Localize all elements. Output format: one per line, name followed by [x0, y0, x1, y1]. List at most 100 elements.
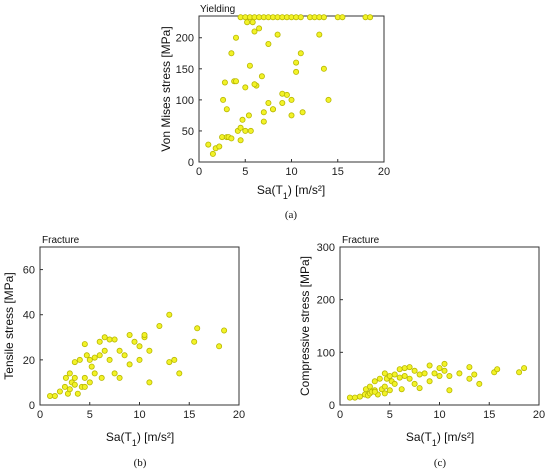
panel-c-data-point	[436, 372, 443, 379]
panel-b-data-point	[71, 359, 78, 366]
panel-c-data-point	[356, 393, 363, 400]
panel-c-data-point	[406, 375, 413, 382]
panel-c-title: Fracture	[342, 235, 380, 246]
panel-b-data-point	[166, 359, 173, 366]
panel-a-xtick-label: 10	[285, 166, 297, 178]
panel-c-ytick-label: 0	[329, 400, 335, 412]
panel-b-data-point	[61, 383, 68, 390]
panel-a-xtick-label: 0	[196, 166, 202, 178]
panel-a-data-point	[293, 59, 300, 66]
panel-a-ytick-label: 0	[188, 157, 194, 169]
panel-a-data-point	[232, 78, 239, 85]
panel-a-data-point	[265, 41, 272, 48]
panel-c-data-point	[351, 394, 358, 401]
panel-b-ytick-label: 60	[23, 265, 35, 277]
panel-c-data-point	[446, 387, 453, 394]
panel-c-data-point	[381, 370, 388, 377]
panel-b-xtick-label: 15	[183, 409, 195, 421]
panel-b-data-point	[126, 361, 133, 368]
panel-b-data-point	[106, 336, 113, 343]
panel-a-data-point	[242, 84, 249, 91]
panel-b-data-point	[221, 327, 228, 334]
panel-c-data-point	[476, 380, 483, 387]
panel-b-data-point	[88, 363, 95, 370]
panel-a-data-point	[249, 19, 256, 26]
panel-c-data-point	[411, 367, 418, 374]
panel-a-xtick-label: 5	[242, 166, 248, 178]
panel-a-data-point	[245, 112, 252, 119]
panel-a-ytick-label: 100	[176, 95, 194, 107]
panel-c-data-point	[381, 390, 388, 397]
panel-c-xtick-label: 15	[483, 409, 495, 421]
panel-c-ylabel: Compressive stress [MPa]	[298, 256, 312, 396]
panel-a-ytick-label: 200	[176, 33, 194, 45]
panel-a-data-point	[320, 65, 327, 72]
panel-a-plot-frame	[198, 15, 385, 163]
panel-a-data-point	[239, 116, 246, 123]
panel-b-data-point	[76, 356, 83, 363]
panel-a-data-point	[242, 127, 249, 134]
panel-b-data-point	[136, 343, 143, 350]
panel-b-data-point	[62, 374, 69, 381]
panel-b-data-point	[71, 374, 78, 381]
panel-c-data-point	[426, 378, 433, 385]
panel-c-data-point	[441, 367, 448, 374]
panel-a-data-point	[221, 79, 228, 86]
panel-a-data-point	[216, 143, 223, 150]
panel-a-data-point	[232, 34, 239, 41]
panel-a-data-point	[247, 127, 254, 134]
panel-b-xtick-label: 5	[87, 409, 93, 421]
panel-a-data-point	[283, 91, 290, 98]
panel-c-data-point	[421, 370, 428, 377]
panel-a-data-point	[265, 100, 272, 107]
panel-b-data-point	[146, 347, 153, 354]
panel-c-data-point	[391, 371, 398, 378]
panel-c-xlabel: Sa(T1) [m/s²]	[406, 430, 474, 448]
panel-b-data-point	[66, 386, 73, 393]
panel-b-xlabel: Sa(T1) [m/s²]	[106, 430, 174, 448]
panel-b-data-point	[96, 338, 103, 345]
panel-b-xtick-label: 20	[233, 409, 245, 421]
panel-b-data-point	[111, 370, 118, 377]
panel-c-data-point	[406, 364, 413, 371]
panel-a-data-point	[209, 150, 216, 157]
panel-a-data-point	[251, 81, 258, 88]
panel-b-data-point	[171, 356, 178, 363]
panel-a-data-point	[244, 19, 251, 26]
panel-a-data-point	[297, 50, 304, 57]
panel-b-data-point	[126, 331, 133, 338]
panel-a-data-point	[299, 109, 306, 116]
panel-c-data-point	[446, 372, 453, 379]
panel-c-data-point	[416, 385, 423, 392]
panel-b-data-point	[91, 354, 98, 361]
panel-c-xtick-label: 10	[433, 409, 445, 421]
panel-a-xtick-label: 15	[332, 166, 344, 178]
panel-c-data-point	[466, 375, 473, 382]
panel-b-xtick-label: 0	[37, 409, 43, 421]
panel-b-data-point	[176, 370, 183, 377]
panel-b-data-point	[56, 388, 63, 395]
panel-c-data-point	[411, 380, 418, 387]
panel-b-data-point	[156, 322, 163, 329]
panel-c-xtick-label: 5	[387, 409, 393, 421]
panel-a-data-point	[228, 50, 235, 57]
panel-b-ytick-label: 20	[23, 355, 35, 367]
panel-a-data-point	[274, 31, 281, 38]
panel-b-data-point	[91, 370, 98, 377]
panel-b-data-point	[194, 325, 201, 332]
panel-b-data-point	[136, 356, 143, 363]
panel-a-data-point	[246, 62, 253, 69]
panel-a-title: Yielding	[200, 4, 235, 15]
panel-c-xtick-label: 20	[533, 409, 545, 421]
panel-b-data-point	[141, 331, 148, 338]
panel-a-ytick-label: 150	[176, 64, 194, 76]
panel-b-data-point	[81, 383, 88, 390]
panel-c-data-point	[366, 383, 373, 390]
panel-c-ytick-label: 300	[317, 242, 335, 254]
panel-a-data-point	[220, 96, 227, 103]
panel-a-data-point	[339, 14, 346, 21]
panel-c-data-point	[386, 387, 393, 394]
panel-b-ylabel: Tensile stress [MPa]	[2, 272, 16, 379]
